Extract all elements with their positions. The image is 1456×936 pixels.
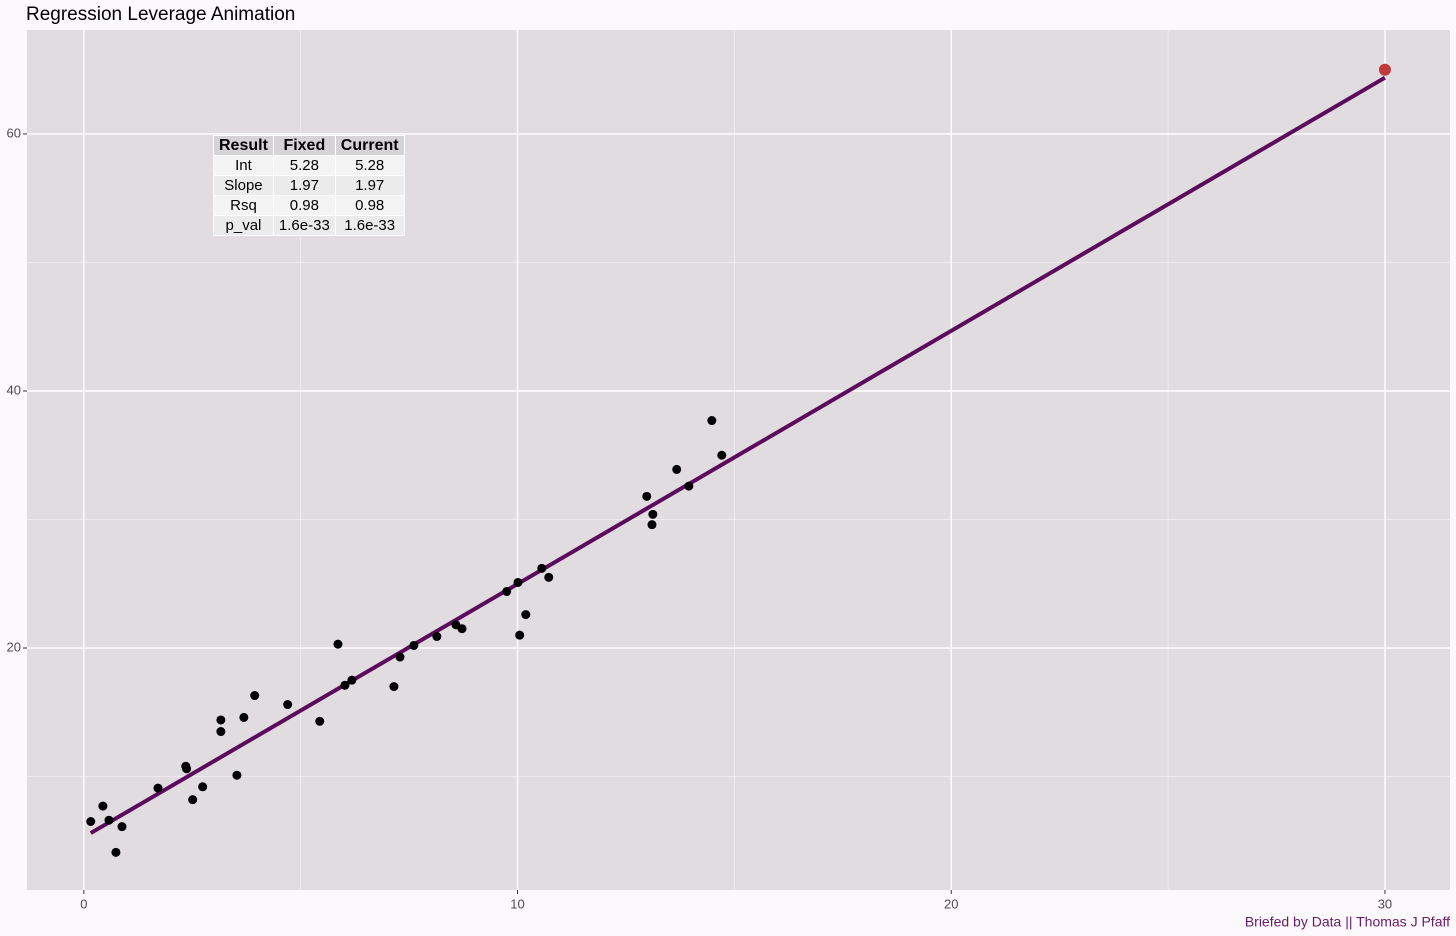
table-row: p_val 1.6e-33 1.6e-33 [213, 215, 405, 236]
stats-table: Result Fixed Current Int 5.28 5.28 Slope 1.97 1.… [213, 135, 405, 236]
point [216, 715, 226, 725]
point [111, 847, 121, 857]
point [648, 509, 658, 519]
point [117, 822, 127, 832]
x-tick-label: 30 [1378, 896, 1392, 911]
point [409, 640, 419, 650]
point [647, 520, 657, 530]
point [642, 491, 652, 501]
point [188, 795, 198, 805]
x-tick-label: 20 [944, 896, 958, 911]
caption: Briefed by Data || Thomas J Pfaff [1245, 914, 1450, 930]
point [537, 563, 547, 573]
point [182, 764, 192, 774]
point [432, 631, 442, 641]
point [315, 716, 325, 726]
table-cell: p_val [213, 215, 274, 236]
table-row: Slope 1.97 1.97 [213, 175, 405, 196]
point [684, 481, 694, 491]
point [1378, 63, 1391, 76]
point [104, 815, 114, 825]
y-tick-label: 20 [7, 639, 21, 654]
table-header-cell: Result [213, 135, 274, 156]
chart-title: Regression Leverage Animation [26, 4, 295, 25]
table-cell: 1.6e-33 [334, 215, 405, 236]
table-cell: Int [213, 155, 274, 176]
point [340, 680, 350, 690]
x-tick-label: 10 [510, 896, 524, 911]
fit-line [89, 75, 1386, 835]
point [521, 610, 531, 620]
table-row: Int 5.28 5.28 [213, 155, 405, 176]
point [347, 675, 357, 685]
point [250, 691, 260, 701]
table-cell: 0.98 [272, 195, 336, 216]
point [389, 682, 399, 692]
point [333, 639, 343, 649]
table-cell: 5.28 [334, 155, 405, 176]
point [513, 577, 523, 587]
table-cell: Slope [213, 175, 274, 196]
point [395, 652, 405, 662]
point [502, 586, 512, 596]
table-cell: 1.97 [272, 175, 336, 196]
point [717, 450, 727, 460]
table-cell: 1.97 [334, 175, 405, 196]
table-cell: Rsq [213, 195, 274, 216]
table-header-cell: Fixed [272, 135, 336, 156]
point [232, 770, 242, 780]
point [672, 464, 682, 474]
table-header-cell: Current [334, 135, 405, 156]
point [515, 630, 525, 640]
table-cell: 1.6e-33 [272, 215, 336, 236]
point [544, 572, 554, 582]
point [153, 783, 163, 793]
point [707, 416, 717, 426]
y-tick-label: 40 [7, 382, 21, 397]
point [98, 801, 108, 811]
point [198, 782, 208, 792]
table-cell: 0.98 [334, 195, 405, 216]
point [86, 817, 96, 827]
table-cell: 5.28 [272, 155, 336, 176]
point [457, 624, 467, 634]
table-row: Rsq 0.98 0.98 [213, 195, 405, 216]
point [239, 712, 249, 722]
point [216, 727, 226, 737]
table-header-row: Result Fixed Current [213, 135, 405, 156]
y-tick-label: 60 [7, 125, 21, 140]
point [283, 700, 293, 710]
x-tick-label: 0 [80, 896, 87, 911]
